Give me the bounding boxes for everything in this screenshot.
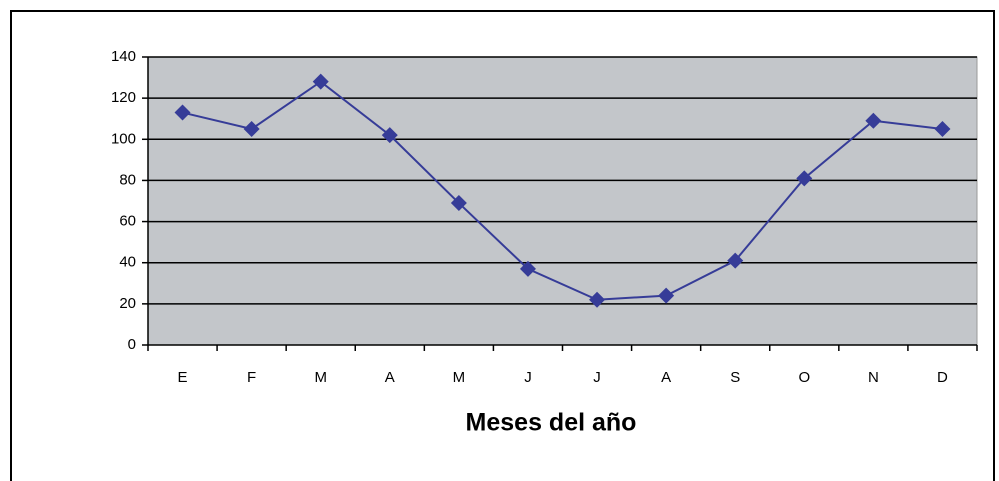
x-tick-label: O xyxy=(798,369,810,386)
x-tick-label: D xyxy=(937,369,948,386)
y-tick-label: 0 xyxy=(128,336,136,353)
x-tick-label: F xyxy=(247,369,256,386)
x-tick-label: M xyxy=(453,369,466,386)
marker xyxy=(174,104,191,121)
y-tick-label: 120 xyxy=(111,89,136,106)
marker xyxy=(243,121,260,137)
y-tick-label: 80 xyxy=(119,171,136,188)
x-tick-label: N xyxy=(868,369,879,386)
x-tick-label: E xyxy=(178,369,188,386)
x-tick-label: J xyxy=(524,369,532,386)
marker xyxy=(658,287,675,304)
y-tick-label: 40 xyxy=(119,254,136,271)
marker xyxy=(519,260,536,277)
x-tick-label: A xyxy=(385,369,395,386)
frame xyxy=(10,10,995,481)
x-tick-label: J xyxy=(593,369,601,386)
marker xyxy=(727,252,744,269)
line xyxy=(182,80,943,301)
y-tick-label: 60 xyxy=(119,213,136,230)
y-tick-label: 20 xyxy=(119,295,136,312)
marker xyxy=(796,170,813,187)
x-axis-title: Meses del año xyxy=(466,409,637,437)
marker xyxy=(312,73,329,90)
x-tick-label: M xyxy=(314,369,327,386)
marker xyxy=(381,127,398,144)
marker xyxy=(450,195,467,212)
y-tick-label: 100 xyxy=(111,130,136,147)
marker xyxy=(589,291,606,308)
x-tick-label: S xyxy=(730,369,740,386)
y-tick-label: 140 xyxy=(111,48,136,65)
marker xyxy=(934,121,951,137)
marker xyxy=(865,112,882,129)
plot-area xyxy=(147,56,978,346)
x-tick-label: A xyxy=(661,369,671,386)
